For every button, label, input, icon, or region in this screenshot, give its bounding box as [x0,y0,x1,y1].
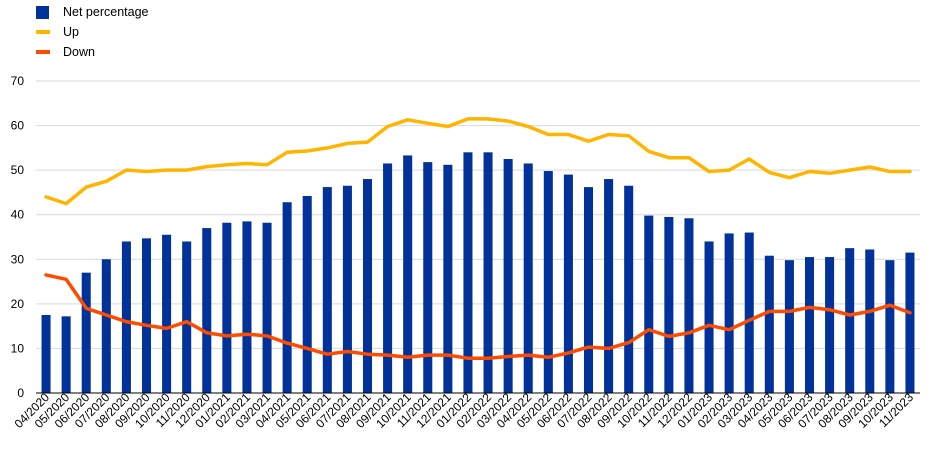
bar-05/2022 [543,171,553,393]
line-down [44,273,912,360]
legend-swatch-down [36,50,50,54]
bar-series-net-percentage [41,152,915,393]
bar-06/2023 [804,257,815,393]
bar-01/2023 [704,241,714,393]
line-up [44,117,912,206]
bar-03/2022 [503,159,513,393]
bar-06/2021 [322,187,332,393]
bar-03/2021 [262,222,272,393]
line-series [44,117,912,360]
legend-label-up: Up [63,25,79,39]
legend: Net percentage Up Down [36,2,148,62]
bar-05/2020 [61,316,71,393]
bar-03/2023 [744,232,754,393]
y-tick-label: 70 [11,74,25,88]
bar-12/2020 [202,228,212,393]
bar-04/2020 [41,315,51,393]
legend-label-down: Down [63,45,95,59]
bar-04/2022 [523,163,533,393]
y-tick-label: 50 [11,163,25,177]
y-tick-label: 40 [11,208,25,222]
bar-10/2021 [403,155,413,393]
bar-10/2022 [644,215,654,393]
bar-10/2020 [162,234,172,393]
x-axis-tick-labels: 04/202005/202006/202007/202008/202009/20… [12,390,917,431]
legend-item-net-percentage: Net percentage [36,2,148,22]
bar-07/2020 [101,259,111,393]
y-tick-label: 0 [17,386,24,400]
bar-04/2021 [282,202,292,393]
bar-09/2023 [865,249,875,393]
y-axis-tick-labels: 0 10 20 30 40 50 60 70 [11,74,25,400]
bar-09/2021 [383,163,393,393]
bar-04/2023 [764,255,774,393]
legend-item-down: Down [36,42,148,62]
bar-08/2021 [362,179,373,393]
y-tick-label: 30 [11,252,25,266]
bar-09/2022 [624,185,634,393]
bar-07/2022 [583,187,594,393]
bar-08/2023 [845,248,855,393]
y-tick-label: 10 [11,341,25,355]
bar-06/2022 [563,174,573,393]
bar-07/2021 [342,185,352,393]
bar-02/2022 [483,152,493,393]
bar-11/2023 [905,252,915,393]
bar-08/2020 [121,241,131,393]
bar-07/2023 [825,257,835,393]
legend-label-net-percentage: Net percentage [63,5,149,19]
bar-08/2022 [604,179,614,393]
y-tick-label: 20 [11,297,25,311]
bar-01/2022 [463,152,473,393]
bar-02/2021 [242,221,252,393]
legend-swatch-net-percentage [36,5,49,19]
bar-12/2021 [443,164,453,393]
bar-10/2023 [885,260,895,393]
bar-05/2021 [302,195,312,393]
bar-11/2020 [182,241,192,393]
bar-11/2022 [664,216,674,393]
bar-11/2021 [423,162,433,393]
bar-09/2020 [141,238,152,393]
bar-02/2023 [724,233,734,393]
legend-swatch-up [36,30,50,34]
bar-05/2023 [784,260,794,393]
y-tick-label: 60 [11,119,25,133]
bar-01/2021 [222,222,232,393]
bar-06/2020 [81,272,91,393]
bar-12/2022 [684,218,694,393]
legend-item-up: Up [36,22,148,42]
